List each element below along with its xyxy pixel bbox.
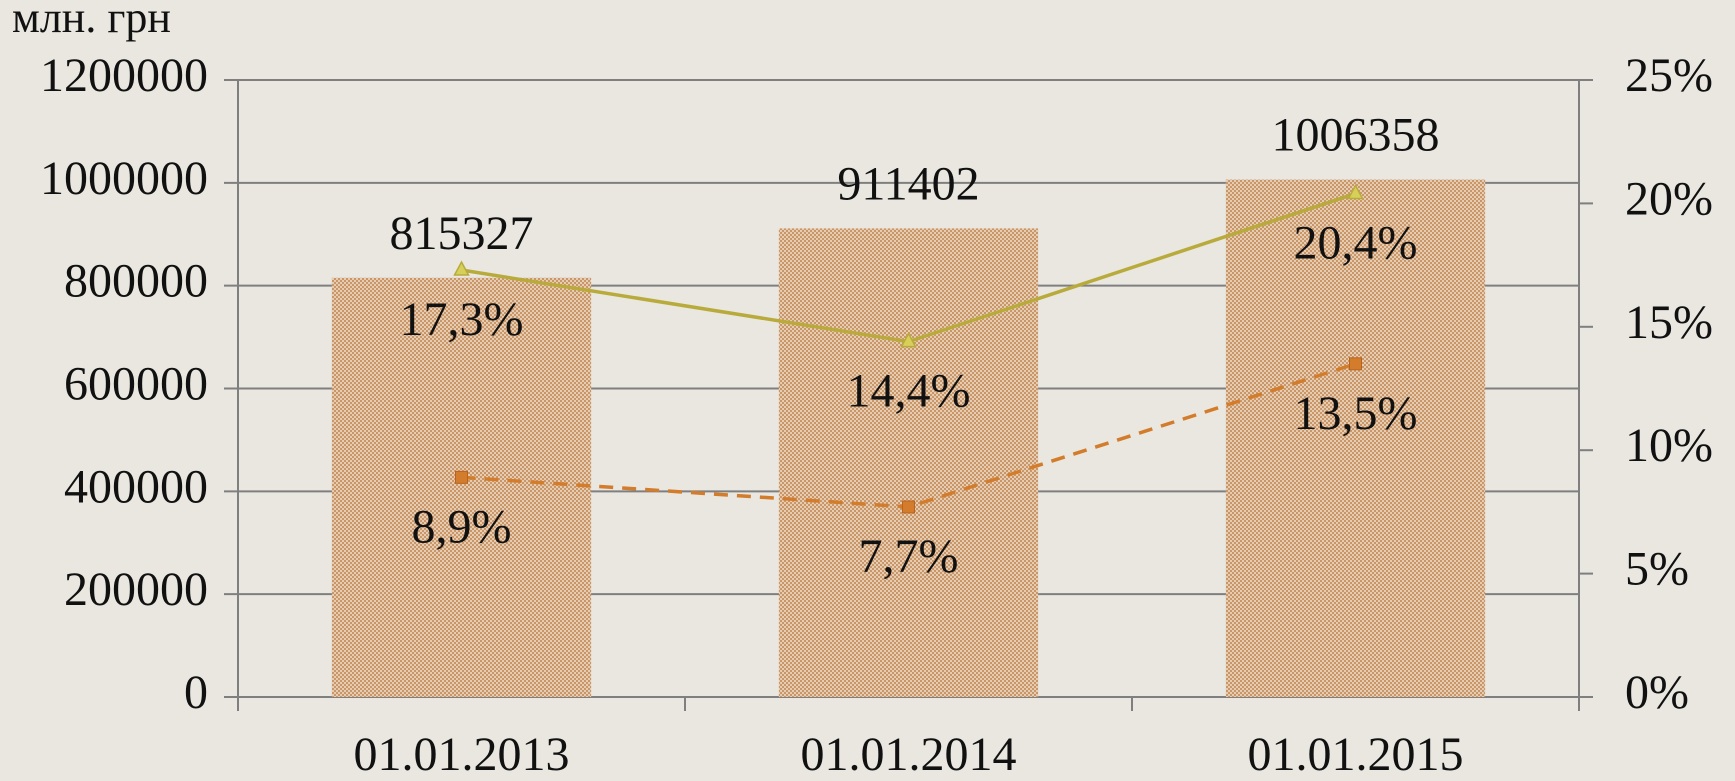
y-axis-title: млн. грн bbox=[12, 0, 171, 42]
y2-tick-label: 15% bbox=[1625, 296, 1713, 349]
bar-value-label: 911402 bbox=[837, 157, 979, 210]
line-value-label: 13,5% bbox=[1294, 387, 1418, 440]
y-tick-label: 600000 bbox=[64, 358, 208, 411]
line-value-label: 17,3% bbox=[400, 293, 524, 346]
x-tick-label: 01.01.2014 bbox=[801, 728, 1017, 781]
y2-tick-label: 10% bbox=[1625, 419, 1713, 472]
marker bbox=[1349, 357, 1362, 371]
y-tick-label: 1200000 bbox=[40, 49, 208, 102]
marker bbox=[455, 470, 468, 484]
bar bbox=[778, 228, 1039, 698]
marker bbox=[902, 500, 915, 514]
bar bbox=[1225, 179, 1486, 697]
y-tick-label: 0 bbox=[184, 666, 208, 719]
marker bbox=[900, 332, 917, 348]
marker bbox=[1347, 183, 1364, 200]
x-tick-label: 01.01.2013 bbox=[354, 728, 570, 781]
bar bbox=[331, 277, 592, 697]
y-tick-label: 800000 bbox=[64, 255, 208, 308]
line-value-label: 8,9% bbox=[412, 500, 512, 553]
line-value-label: 14,4% bbox=[847, 365, 971, 418]
marker bbox=[453, 260, 470, 276]
x-tick-label: 01.01.2015 bbox=[1248, 728, 1464, 781]
y-tick-label: 400000 bbox=[64, 460, 208, 513]
y2-tick-label: 5% bbox=[1625, 543, 1689, 596]
bar-value-label: 1006358 bbox=[1272, 109, 1440, 162]
y2-tick-label: 20% bbox=[1625, 172, 1713, 225]
y-tick-label: 1000000 bbox=[40, 152, 208, 205]
y2-tick-label: 0% bbox=[1625, 666, 1689, 719]
y2-tick-label: 25% bbox=[1625, 49, 1713, 102]
y-tick-label: 200000 bbox=[64, 563, 208, 616]
line-value-label: 7,7% bbox=[859, 530, 959, 583]
line-value-label: 20,4% bbox=[1294, 217, 1418, 270]
bar-value-label: 815327 bbox=[390, 207, 534, 260]
